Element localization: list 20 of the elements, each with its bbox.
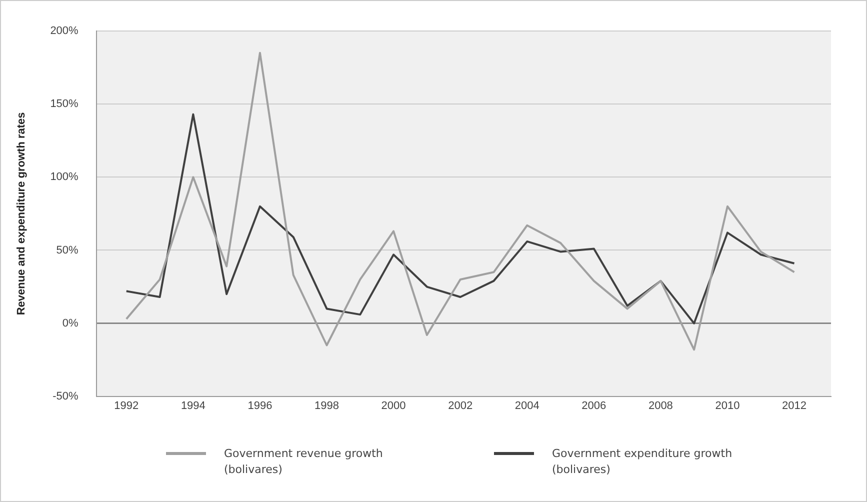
y-tick-label: 0% [62, 317, 79, 330]
x-tick-label: 1996 [248, 400, 272, 412]
x-tick-label: 2012 [782, 400, 807, 412]
x-tick-label: 2010 [715, 400, 740, 412]
x-tick-label: 1992 [114, 400, 139, 412]
y-tick-label: 50% [56, 244, 79, 256]
x-tick-label: 2002 [448, 400, 473, 412]
x-tick-label: 2000 [381, 400, 406, 412]
x-tick-label: 1994 [180, 400, 206, 412]
legend-label: Government revenue growth (bolivares) [224, 446, 384, 478]
y-tick-label: 150% [50, 98, 79, 110]
x-tick-label: 2006 [582, 400, 606, 412]
x-tick-label: 2008 [648, 400, 673, 412]
x-tick-label: 1998 [314, 400, 339, 412]
legend-label: Government expenditure growth (bolivares) [552, 446, 734, 478]
y-axis-title: Revenue and expenditure growth rates [16, 112, 28, 316]
x-tick-label: 2004 [514, 400, 540, 412]
y-tick-label: -50% [52, 390, 79, 402]
y-tick-label: 100% [50, 171, 79, 184]
y-tick-label: 200% [50, 25, 79, 38]
